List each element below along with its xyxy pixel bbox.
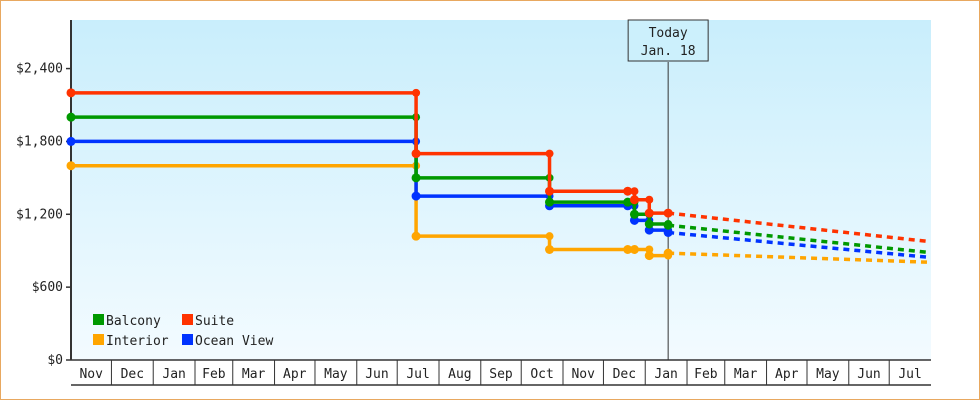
month-label: Jul bbox=[406, 367, 429, 382]
month-label: May bbox=[324, 367, 348, 382]
data-point bbox=[412, 88, 421, 97]
today-date: Jan. 18 bbox=[641, 44, 696, 59]
x-axis: Nov Dec Jan Feb Mar Apr May Jun Jul Aug Sep Oct Nov D… bbox=[71, 359, 931, 386]
today-box bbox=[627, 19, 709, 62]
month-label: Feb bbox=[694, 367, 718, 382]
data-point bbox=[644, 208, 654, 218]
data-point bbox=[629, 209, 639, 219]
month-label: Nov bbox=[571, 367, 595, 382]
legend-label: Interior bbox=[106, 334, 169, 349]
data-point bbox=[644, 251, 654, 261]
data-point bbox=[623, 186, 633, 196]
data-point bbox=[66, 161, 76, 171]
data-point bbox=[411, 173, 421, 183]
legend: Balcony Suite Interior Ocean View bbox=[93, 314, 273, 349]
month-label: Feb bbox=[202, 367, 226, 382]
month-label: Jun bbox=[365, 367, 388, 382]
legend-swatch bbox=[93, 314, 104, 325]
data-point bbox=[630, 187, 639, 196]
month-label: Nov bbox=[79, 367, 103, 382]
series-suite bbox=[66, 88, 930, 244]
data-point bbox=[644, 219, 654, 229]
y-axis: $0 $600 $1,200 $1,800 $2,400 bbox=[16, 20, 72, 368]
data-point bbox=[411, 149, 421, 159]
month-label: Apr bbox=[283, 367, 307, 382]
data-point bbox=[66, 112, 76, 122]
data-point bbox=[663, 220, 673, 230]
month-label: Dec bbox=[121, 367, 144, 382]
month-label: Mar bbox=[734, 367, 758, 382]
data-point bbox=[66, 136, 76, 146]
data-point bbox=[545, 245, 555, 254]
series-group bbox=[66, 88, 930, 264]
data-point bbox=[629, 245, 639, 254]
data-point bbox=[645, 195, 654, 204]
y-tick-label: $2,400 bbox=[16, 62, 63, 77]
data-point bbox=[663, 208, 673, 218]
today-label: Today bbox=[649, 26, 688, 41]
data-point bbox=[645, 245, 654, 254]
data-point bbox=[545, 149, 554, 158]
month-label: Aug bbox=[448, 367, 471, 382]
legend-swatch bbox=[182, 334, 193, 345]
month-label: May bbox=[816, 367, 840, 382]
month-label: Jun bbox=[857, 367, 880, 382]
y-tick-label: $600 bbox=[32, 280, 63, 295]
month-label: Jul bbox=[898, 367, 921, 382]
legend-label: Ocean View bbox=[195, 334, 273, 349]
month-label: Apr bbox=[775, 367, 799, 382]
month-label: Mar bbox=[242, 367, 266, 382]
legend-label: Suite bbox=[195, 314, 234, 329]
data-point bbox=[629, 195, 639, 205]
y-tick-label: $1,800 bbox=[16, 134, 63, 149]
data-point bbox=[411, 231, 421, 241]
legend-swatch bbox=[182, 314, 193, 325]
month-label: Jan bbox=[162, 367, 185, 382]
data-point bbox=[663, 248, 673, 258]
legend-label: Balcony bbox=[106, 314, 161, 329]
y-tick-label: $0 bbox=[47, 353, 63, 368]
legend-swatch bbox=[93, 334, 104, 345]
plot-area bbox=[71, 20, 931, 360]
data-point bbox=[545, 232, 554, 241]
data-point bbox=[545, 197, 555, 207]
today-marker: Today Jan. 18 bbox=[627, 19, 709, 360]
data-point bbox=[66, 88, 76, 98]
data-point bbox=[663, 228, 673, 237]
month-label: Oct bbox=[530, 367, 553, 382]
series-interior bbox=[66, 161, 930, 264]
data-point bbox=[411, 191, 421, 201]
month-label: Sep bbox=[489, 367, 513, 382]
data-point bbox=[623, 245, 633, 254]
month-label: Jan bbox=[654, 367, 677, 382]
y-tick-label: $1,200 bbox=[16, 207, 63, 222]
month-label: Dec bbox=[613, 367, 636, 382]
data-point bbox=[545, 186, 555, 196]
